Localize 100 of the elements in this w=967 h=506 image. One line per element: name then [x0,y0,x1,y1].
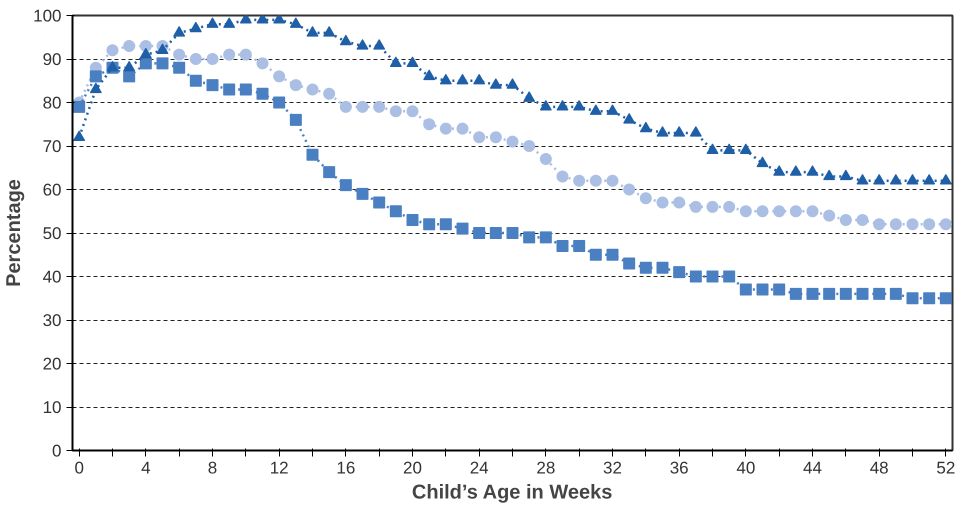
point [206,53,218,65]
point [306,26,318,37]
point [606,104,618,115]
y-tick-label: 100 [33,6,62,26]
point [740,284,752,296]
point [590,104,602,115]
point [590,248,602,261]
point [856,214,868,226]
point [190,53,202,65]
point [740,205,752,218]
point [123,70,136,82]
point [840,288,852,300]
point [573,240,586,252]
point [490,227,502,239]
point [206,79,218,92]
point [773,284,786,296]
point [856,174,868,184]
point [406,105,418,118]
point [73,100,86,113]
x-tick-label: 48 [870,458,889,478]
y-tick-label: 20 [42,354,62,374]
point [523,140,536,152]
point [106,60,118,72]
point [356,39,368,50]
point [806,205,818,218]
point [890,288,902,300]
point [356,100,368,113]
point [306,148,318,161]
point [406,56,418,68]
point [540,153,552,166]
point [90,82,102,94]
point [840,214,852,226]
point [323,166,336,178]
point [690,126,702,137]
point [340,179,352,192]
point [873,218,886,230]
point [656,196,668,209]
x-tick-label: 0 [74,458,84,478]
point [440,122,452,135]
point [273,70,286,82]
point [306,83,318,96]
point [190,74,202,87]
point [206,17,218,28]
x-tick-label: 12 [270,458,289,478]
x-tick-label: 8 [208,458,218,478]
point [490,78,502,89]
point [256,16,268,24]
point [706,200,718,213]
point [806,165,818,176]
point [223,48,236,61]
point [573,174,586,187]
y-tick-label: 10 [42,398,62,417]
point [140,57,152,70]
point [190,22,202,32]
point [523,91,536,102]
x-tick-label: 40 [736,458,756,478]
point [673,126,686,137]
point [573,100,586,111]
point [906,174,918,184]
point [140,40,152,52]
point [556,240,568,252]
point [123,40,136,52]
x-tick-label: 52 [936,458,956,478]
point [273,96,286,108]
x-tick-label: 36 [670,458,689,478]
point [390,205,402,218]
x-tick-label: 44 [803,458,822,478]
point [773,205,786,218]
point [923,218,936,230]
point [640,122,652,132]
point [873,174,886,184]
point [823,170,836,180]
y-tick-label: 90 [42,50,62,69]
point [140,48,152,58]
x-tick-label: 28 [536,458,556,478]
point [540,100,552,111]
y-axis-title: Percentage [3,179,26,287]
y-tick-label: 40 [42,268,62,286]
point [706,144,718,154]
point [940,174,952,184]
x-axis-title: Child’s Age in Weeks [412,482,612,504]
point [723,144,736,154]
point [590,174,602,187]
point [790,165,802,176]
point [256,57,268,70]
point [340,100,352,113]
point [906,218,918,230]
point [723,200,736,213]
point [823,288,836,300]
point [223,17,236,28]
point [323,88,336,100]
point [223,83,236,96]
point [690,270,702,282]
point [290,17,302,28]
x-tick-label: 24 [470,458,489,478]
point [423,118,436,130]
point [290,114,302,126]
point [523,231,536,244]
point [756,156,768,168]
point [890,218,902,230]
